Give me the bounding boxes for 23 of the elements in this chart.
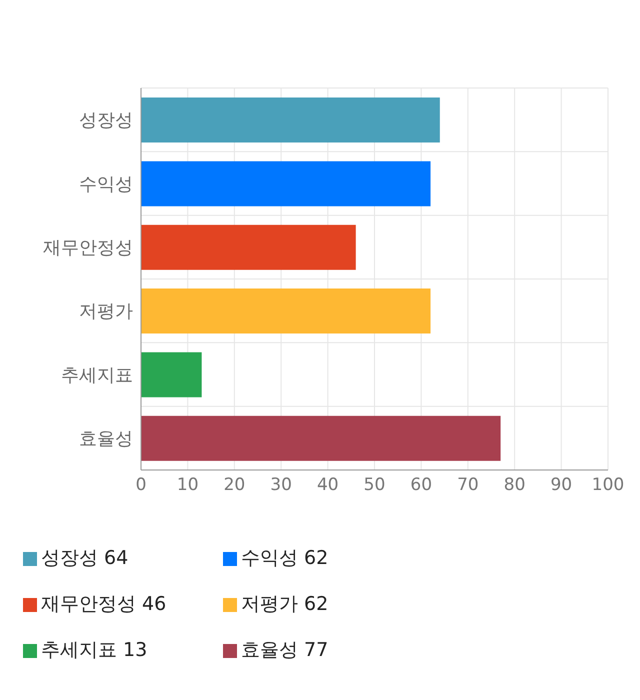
- x-tick-label: 20: [224, 475, 246, 496]
- legend-label: 효율성 77: [241, 639, 328, 661]
- x-tick-label: 30: [270, 475, 292, 496]
- legend-label: 재무안정성 46: [41, 593, 166, 615]
- y-tick-label: 추세지표: [61, 364, 133, 386]
- y-tick-label: 성장성: [79, 110, 133, 132]
- x-tick-label: 50: [364, 475, 386, 496]
- y-tick-label: 재무안정성: [43, 238, 133, 259]
- x-tick-label: 80: [504, 475, 526, 496]
- x-tick-label: 40: [316, 475, 339, 496]
- legend-label: 저평가 62: [241, 593, 328, 615]
- x-tick-label: 60: [410, 475, 432, 496]
- legend-label: 추세지표 13: [41, 639, 148, 661]
- y-tick-label: 수익성: [79, 174, 133, 195]
- legend-label: 성장성 64: [41, 547, 128, 569]
- x-tick-label: 10: [176, 475, 199, 496]
- y-tick-label: 저평가: [79, 301, 133, 322]
- legend-label: 수익성 62: [241, 547, 328, 569]
- x-tick-label: 70: [457, 475, 479, 496]
- y-tick-label: 효율성: [79, 428, 133, 450]
- x-tick-label: 0: [136, 475, 146, 496]
- x-tick-label: 100: [592, 475, 624, 496]
- x-tick-label: 90: [550, 475, 572, 496]
